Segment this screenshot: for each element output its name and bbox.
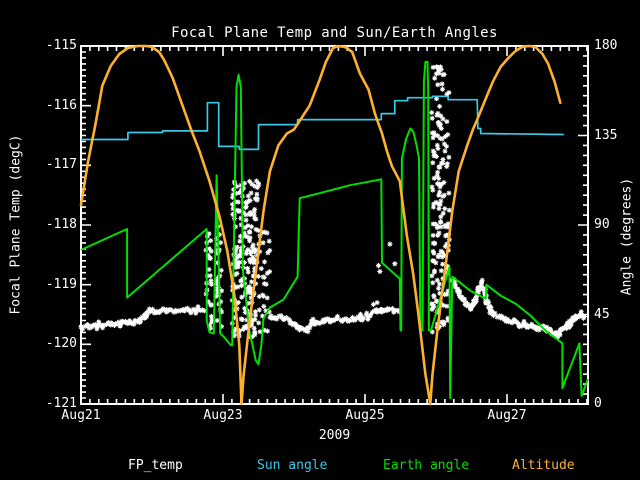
right-tick-label: 180 xyxy=(594,38,618,53)
left-tick-label: -115 xyxy=(45,38,77,53)
left-axis-title: Focal Plane Temp (degC) xyxy=(8,134,24,315)
axis-ticks xyxy=(80,45,588,405)
right-tick-label: 45 xyxy=(594,306,610,322)
left-tick-label: -120 xyxy=(45,336,77,352)
right-tick-label: 135 xyxy=(594,127,618,143)
legend-sun-angle: Sun angle xyxy=(257,458,328,473)
altitude-line xyxy=(79,44,562,406)
legend-altitude: Altitude xyxy=(512,458,575,473)
plot-box xyxy=(80,45,589,405)
left-tick-label: -119 xyxy=(45,276,77,292)
fp-temp-asterisks xyxy=(78,64,587,340)
earth-angle-line xyxy=(80,60,589,399)
x-tick-label: Aug25 xyxy=(345,408,385,423)
left-tick-label: -118 xyxy=(45,217,77,232)
plot-title: Focal Plane Temp and Sun/Earth Angles xyxy=(171,25,498,41)
fp-temp-markers xyxy=(78,64,587,340)
tick-marks xyxy=(80,45,588,405)
x-axis-year-label: 2009 xyxy=(318,428,351,443)
left-tick-label: -121 xyxy=(45,396,77,411)
legend-earth-angle: Earth angle xyxy=(383,458,470,473)
x-tick-label: Aug27 xyxy=(487,408,527,423)
left-tick-label: -117 xyxy=(45,157,77,173)
x-tick-label: Aug21 xyxy=(61,408,101,423)
right-tick-label: 0 xyxy=(594,396,602,411)
left-tick-label: -116 xyxy=(45,97,77,113)
right-tick-label: 90 xyxy=(594,217,610,232)
x-tick-label: Aug23 xyxy=(203,408,243,423)
right-axis-title: Angle (degrees) xyxy=(619,177,635,296)
sun-angle-line xyxy=(81,95,564,151)
legend-fp-temp: FP_temp xyxy=(128,458,183,473)
